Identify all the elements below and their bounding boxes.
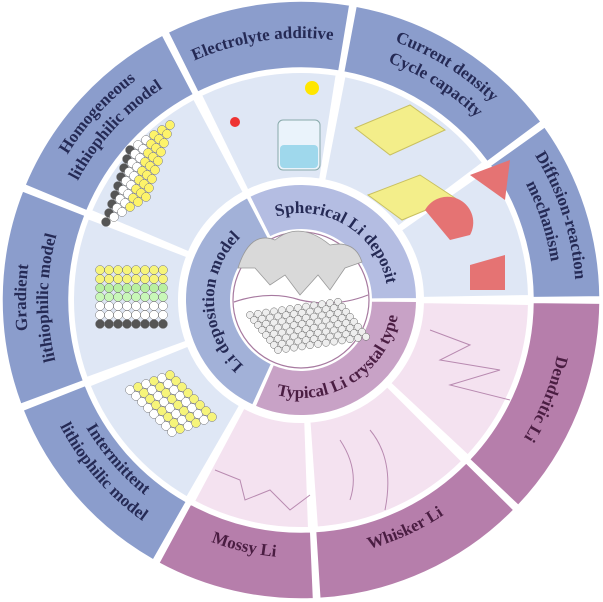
illustration-ring (72, 71, 530, 529)
segment-label: Gradient (11, 262, 32, 331)
beaker-illustration (230, 81, 321, 171)
outer-segment-electrolyte: Electrolyte additive (167, 0, 351, 94)
diffusion-illustration (425, 160, 510, 290)
illustration-panel-mossy (192, 406, 310, 529)
substrate-illustration (354, 104, 457, 221)
outer-segment-dendritic: Dendritic Li (468, 301, 601, 507)
center-illustration (232, 230, 370, 369)
li-lattice-illustration (246, 297, 370, 354)
dendrite-illustrations (214, 329, 511, 511)
illustration-panel-whisker (308, 384, 464, 529)
sphere-lattice-illustrations (95, 120, 217, 437)
illustration-panel-current (323, 75, 485, 228)
illustration-panel-homogeneous (89, 97, 246, 254)
outer-segment-mossy: Mossy Li (157, 503, 315, 600)
spherical-deposit-illustration (237, 230, 363, 296)
illustration-panel-dendritic (388, 301, 530, 457)
